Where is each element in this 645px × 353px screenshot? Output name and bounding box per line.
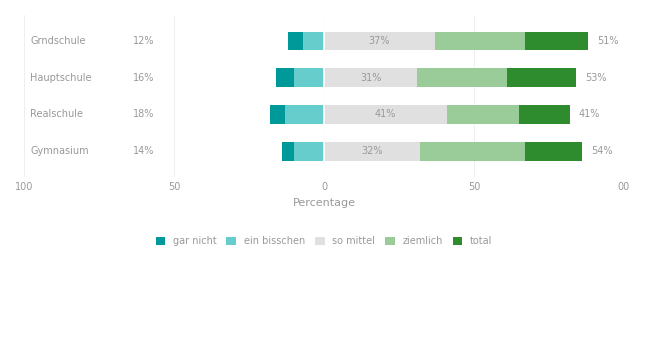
Text: Hauptschule: Hauptschule [30,73,92,83]
Bar [435,31,525,50]
Text: Gymnasium: Gymnasium [30,146,89,156]
Text: 31%: 31% [360,73,381,83]
Bar [519,105,570,124]
Bar [507,68,576,87]
Bar [270,105,285,124]
Text: 18%: 18% [134,109,155,119]
Bar [285,105,324,124]
Text: 41%: 41% [375,109,396,119]
Text: 16%: 16% [134,73,155,83]
Text: 54%: 54% [591,146,612,156]
Bar [324,31,435,50]
Bar [303,31,324,50]
Text: 41%: 41% [579,109,600,119]
Bar [294,68,324,87]
Text: 51%: 51% [597,36,619,46]
Text: Grndschule: Grndschule [30,36,86,46]
Legend: gar nicht, ein bisschen, so mittel, ziemlich, total: gar nicht, ein bisschen, so mittel, ziem… [152,232,497,250]
Text: Realschule: Realschule [30,109,83,119]
Bar [525,142,582,161]
Text: 12%: 12% [134,36,155,46]
X-axis label: Percentage: Percentage [293,198,355,208]
Bar [324,142,420,161]
Bar [324,68,417,87]
Bar [447,105,519,124]
Bar [420,142,525,161]
Text: 37%: 37% [369,36,390,46]
Bar [282,142,294,161]
Bar [288,31,303,50]
Bar [417,68,507,87]
Text: 32%: 32% [361,146,382,156]
Bar [324,105,447,124]
Bar [294,142,324,161]
Text: 14%: 14% [134,146,155,156]
Bar [276,68,294,87]
Bar [525,31,588,50]
Text: 53%: 53% [585,73,606,83]
